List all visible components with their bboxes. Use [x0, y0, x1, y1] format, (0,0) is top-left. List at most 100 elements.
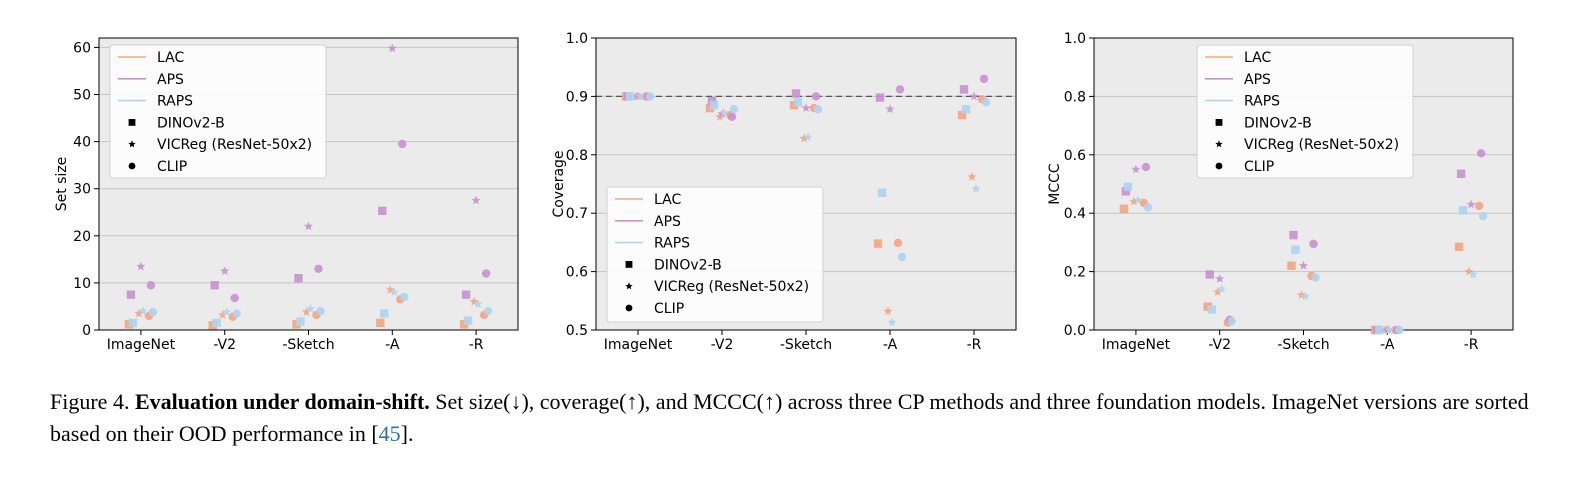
legend-marker-star [625, 282, 633, 290]
data-point [727, 112, 737, 122]
legend-marker-star [1215, 140, 1223, 148]
data-point [1141, 162, 1151, 172]
legend-marker-square [625, 261, 633, 268]
data-point [1121, 187, 1131, 196]
data-point [887, 317, 897, 327]
data-point [316, 306, 325, 316]
data-point [400, 292, 409, 302]
data-point [1131, 164, 1141, 174]
y-tick-label: 0.6 [1064, 148, 1086, 164]
y-tick-label: 50 [73, 88, 91, 104]
caption-reference-link[interactable]: 45 [378, 421, 401, 446]
data-point [148, 307, 158, 317]
data-point [376, 318, 385, 328]
data-point [1466, 199, 1476, 209]
data-point [625, 92, 635, 101]
data-point [1217, 284, 1227, 294]
data-point [222, 307, 232, 317]
data-point [461, 290, 471, 299]
y-tick-label: 30 [73, 182, 91, 198]
x-tick-label: -Sketch [1277, 337, 1329, 353]
data-point [1298, 260, 1309, 270]
data-point [811, 92, 821, 101]
legend-label: LAC [157, 50, 184, 66]
data-point [1143, 203, 1153, 212]
data-point [387, 43, 397, 53]
data-point [1395, 325, 1404, 335]
legend-label: CLIP [1244, 159, 1274, 175]
y-tick-label: 0.8 [1064, 89, 1086, 105]
chart-panel-3: 0.0 0.2 0.4 0.6 0.8 1.0 ImageNet -V2 -Sketch -A -R… [1047, 31, 1514, 353]
data-point [138, 306, 148, 316]
data-point [873, 239, 883, 248]
data-point [126, 290, 136, 299]
x-tick-label: -A [1380, 337, 1395, 353]
x-tick-label: -R [469, 337, 484, 353]
x-tick-label: -Sketch [780, 337, 832, 353]
data-point [389, 287, 399, 297]
data-point [296, 317, 305, 326]
legend-marker-circle [1215, 162, 1223, 170]
data-point [635, 91, 645, 101]
data-point [1476, 149, 1486, 158]
x-tick-label: -V2 [213, 337, 236, 353]
x-tick-label: -A [385, 337, 400, 353]
legend-label: DINOv2-B [654, 257, 722, 273]
data-point [473, 299, 483, 308]
y-tick-label: 0.5 [566, 323, 588, 339]
data-point [967, 172, 977, 181]
y-tick-label: 0.7 [566, 206, 588, 222]
caption-title: Evaluation under domain-shift. [134, 389, 430, 414]
data-point [883, 306, 893, 316]
data-point [877, 188, 887, 197]
data-point [136, 261, 146, 271]
y-axis-label: Set size [54, 157, 70, 212]
y-tick-label: 0.9 [566, 89, 588, 105]
data-point [875, 93, 885, 102]
caption-suffix: ]. [400, 421, 414, 446]
y-axis-label: Coverage [551, 150, 567, 217]
legend-marker-square [1215, 119, 1223, 126]
data-point [813, 105, 823, 114]
legend: LAC APS RAPS DINOv2-B VICReg (ResNet-50x2) CL… [109, 44, 327, 179]
data-point [1468, 269, 1478, 279]
data-point [893, 238, 903, 248]
data-point [709, 100, 719, 110]
y-tick-label: 1.0 [566, 31, 588, 47]
x-tick-label: ImageNet [604, 337, 673, 353]
data-point [1458, 206, 1468, 215]
y-tick-label: 40 [73, 135, 91, 151]
data-point [793, 98, 803, 107]
data-point [1215, 274, 1225, 283]
data-point [471, 195, 481, 205]
data-point [1456, 169, 1466, 178]
data-point [1375, 325, 1384, 335]
legend: LAC APS RAPS DINOv2-B VICReg (ResNet-50x2) CL… [1196, 44, 1414, 179]
y-axis-label: MCCC [1047, 163, 1063, 205]
data-point [481, 269, 491, 278]
data-point [1296, 290, 1307, 299]
data-point [220, 266, 230, 276]
y-tick-label: 0.8 [566, 148, 588, 164]
data-point [1454, 242, 1464, 251]
data-point [885, 104, 895, 114]
data-point [1119, 204, 1129, 214]
data-point [1291, 245, 1300, 254]
y-tick-label: 0.0 [1064, 323, 1086, 339]
legend-label: RAPS [1244, 94, 1280, 110]
data-point [1289, 230, 1298, 240]
data-point [230, 293, 239, 303]
data-point [218, 310, 228, 319]
data-point [961, 105, 971, 114]
data-point [1311, 273, 1320, 282]
data-point [1384, 325, 1394, 334]
legend-label: LAC [654, 192, 681, 208]
data-point [469, 296, 479, 306]
x-tick-label: -A [883, 337, 898, 353]
data-point [959, 85, 969, 94]
data-point [463, 316, 473, 325]
legend-label: RAPS [157, 94, 193, 110]
legend: LAC APS RAPS DINOv2-B VICReg (ResNet-50x2) CL… [606, 186, 824, 323]
y-tick-label: 0.4 [1064, 206, 1086, 222]
